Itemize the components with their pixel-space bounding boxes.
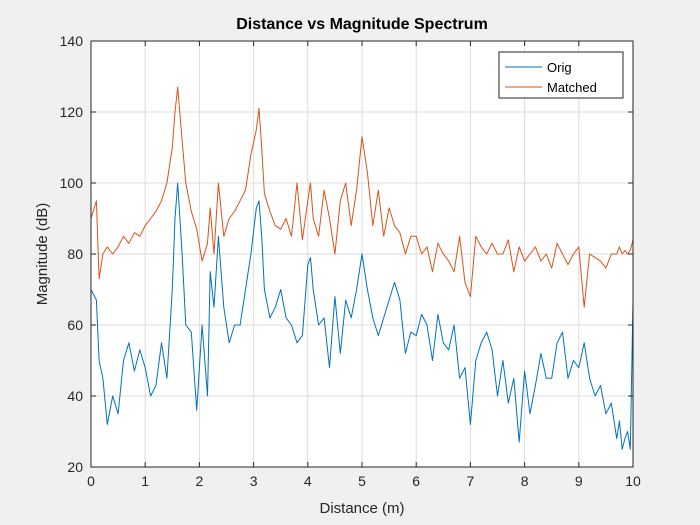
y-tick-label: 140	[60, 33, 84, 49]
x-axis-label: Distance (m)	[319, 500, 404, 517]
legend-label-orig: Orig	[547, 60, 572, 75]
tick-layer: 0 1 2 3 4 5 6 7 8 9 10 20 40 60 80 100 120 140	[60, 33, 641, 489]
x-tick-label: 4	[304, 473, 312, 489]
series-layer	[90, 86, 634, 450]
series-line-orig	[90, 182, 634, 450]
y-tick-label: 20	[67, 459, 83, 475]
y-tick-label: 80	[67, 246, 83, 262]
y-axis-label: Magnitude (dB)	[34, 203, 51, 306]
y-tick-label: 40	[67, 388, 83, 404]
x-tick-label: 0	[87, 473, 95, 489]
legend-box	[498, 51, 624, 99]
x-tick-label: 1	[141, 473, 149, 489]
x-tick-label: 3	[250, 473, 258, 489]
x-tick-label: 6	[412, 473, 420, 489]
legend-label-matched: Matched	[547, 80, 597, 95]
x-tick-label: 8	[521, 473, 529, 489]
x-tick-label: 10	[625, 473, 641, 489]
x-tick-label: 5	[358, 473, 366, 489]
y-tick-label: 100	[60, 175, 84, 191]
chart-title: Distance vs Magnitude Spectrum	[236, 16, 488, 33]
y-tick-label: 120	[60, 104, 84, 120]
x-tick-label: 2	[196, 473, 204, 489]
x-tick-label: 9	[575, 473, 583, 489]
series-line-matched	[90, 86, 634, 308]
y-tick-label: 60	[67, 317, 83, 333]
x-tick-label: 7	[467, 473, 475, 489]
legend: Orig Matched	[498, 51, 624, 99]
